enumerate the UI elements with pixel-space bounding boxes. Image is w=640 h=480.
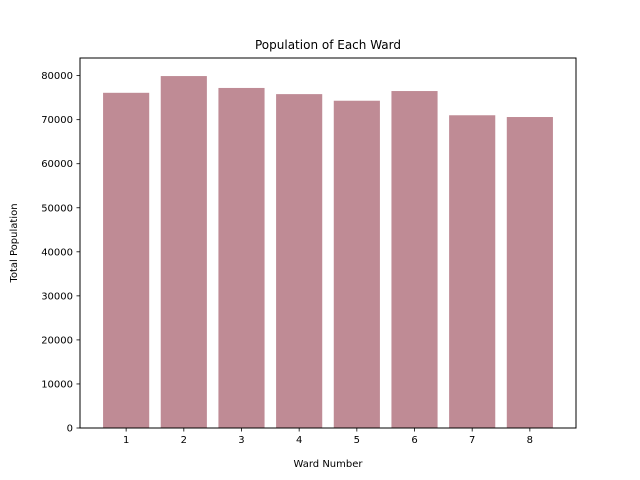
bar-ward-5	[333, 100, 380, 428]
x-tick-label: 3	[238, 435, 244, 446]
x-tick-label: 5	[354, 435, 360, 446]
bar-ward-4	[276, 94, 323, 429]
bar-ward-7	[449, 115, 496, 428]
x-tick-label: 7	[469, 435, 475, 446]
y-tick-label: 80000	[41, 71, 73, 82]
bar-ward-1	[103, 92, 150, 429]
x-tick-label: 1	[123, 435, 129, 446]
bar-ward-6	[391, 91, 438, 428]
chart-title: Population of Each Ward	[255, 38, 401, 52]
plot-area-frame	[79, 57, 577, 429]
x-tick-label: 8	[527, 435, 533, 446]
x-axis-label: Ward Number	[293, 459, 363, 470]
bar-ward-8	[506, 117, 553, 429]
y-axis-label: Total Population	[9, 203, 20, 283]
y-tick-label: 30000	[41, 291, 73, 302]
y-tick-label: 10000	[41, 379, 73, 390]
y-tick-label: 70000	[41, 115, 73, 126]
x-axis: 1 2 3 4 5 6 7 8	[123, 428, 533, 446]
y-tick-label: 0	[67, 424, 73, 435]
x-tick-label: 2	[181, 435, 187, 446]
bars-layer	[103, 76, 553, 429]
bar-ward-3	[218, 87, 265, 428]
x-tick-label: 4	[296, 435, 302, 446]
y-axis: 0 10000 20000 30000 40000 50000 60000 70000 8000…	[41, 71, 80, 435]
y-tick-label: 50000	[41, 203, 73, 214]
x-tick-label: 6	[411, 435, 417, 446]
y-tick-label: 60000	[41, 159, 73, 170]
y-tick-label: 20000	[41, 335, 73, 346]
y-tick-label: 40000	[41, 247, 73, 258]
bar-ward-2	[160, 76, 207, 428]
